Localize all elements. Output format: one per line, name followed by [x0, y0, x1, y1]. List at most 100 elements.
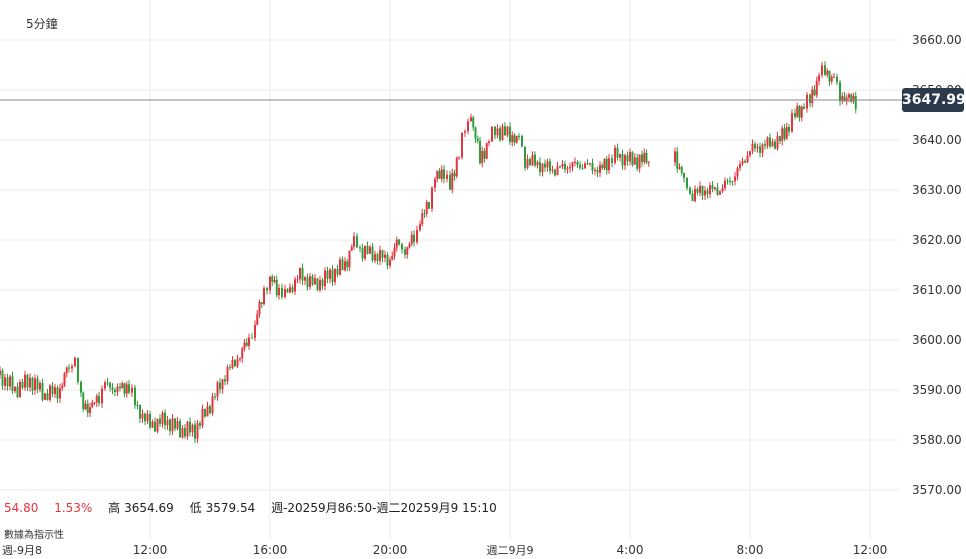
candle-body — [761, 144, 764, 153]
candle-body — [571, 162, 574, 167]
candle-body — [256, 314, 259, 325]
candle-body — [453, 173, 456, 177]
candle-body — [371, 246, 374, 261]
candle-body — [496, 128, 499, 136]
candle-body — [174, 418, 176, 429]
low-label: 低 — [189, 501, 202, 515]
candle-body — [54, 387, 56, 395]
candle-body — [491, 126, 493, 142]
candle-body — [149, 414, 151, 428]
candle-body — [594, 169, 596, 171]
candle-body — [551, 169, 554, 171]
candle-body — [467, 121, 469, 132]
candle-body — [350, 246, 353, 251]
candle-body — [629, 151, 631, 162]
candle-body — [603, 158, 606, 169]
interval-selector[interactable]: 5分鐘 — [16, 10, 68, 37]
candle-body — [766, 137, 769, 146]
candle-body — [488, 141, 490, 144]
candle-body — [245, 342, 248, 346]
candle-body — [485, 143, 488, 159]
candle-body — [774, 141, 776, 149]
candle-body — [818, 75, 820, 81]
candle-body — [34, 378, 36, 391]
candle-body — [49, 385, 51, 400]
candle-body — [56, 387, 59, 399]
x-tick-label: 20:00 — [373, 543, 408, 557]
candle-body — [455, 157, 458, 177]
candle-body — [224, 379, 226, 382]
candle-body — [221, 379, 224, 390]
candle-body — [608, 158, 610, 171]
candle-body — [114, 389, 116, 392]
y-tick-label: 3590.00 — [912, 383, 962, 397]
candle-body — [151, 421, 154, 428]
candle-body — [234, 360, 236, 367]
candle-body — [481, 150, 484, 164]
candle-body — [319, 280, 321, 291]
candle-body — [785, 127, 788, 139]
candle-body — [379, 250, 381, 261]
candle-body — [91, 402, 94, 408]
candle-body — [438, 170, 441, 179]
candle-body — [16, 386, 19, 398]
candle-body — [109, 382, 111, 388]
candle-body — [476, 138, 479, 142]
candle-body — [830, 76, 833, 82]
candle-body — [800, 106, 803, 118]
candle-body — [711, 185, 714, 189]
candle-body — [258, 301, 261, 315]
candle-body — [366, 245, 369, 254]
candle-body — [599, 165, 601, 173]
candle-body — [813, 89, 816, 96]
candle-body — [824, 65, 826, 75]
candle-body — [169, 419, 171, 432]
candle-body — [29, 377, 31, 388]
candle-body — [751, 143, 754, 152]
candle-body — [101, 388, 103, 404]
candle-body — [470, 117, 472, 122]
candle-body — [144, 413, 146, 422]
candle-body — [541, 163, 544, 173]
candle-body — [176, 421, 179, 429]
candle-body — [694, 188, 696, 202]
candle-body — [431, 187, 433, 209]
candle-body — [826, 70, 829, 75]
candle-body — [434, 179, 436, 188]
candle-body — [806, 94, 808, 109]
candle-body — [691, 193, 694, 202]
candle-body — [529, 159, 531, 166]
candle-body — [51, 385, 54, 395]
y-tick-label: 3610.00 — [912, 283, 962, 297]
candle-body — [374, 254, 376, 261]
candle-body — [266, 288, 268, 291]
candle-body — [605, 158, 608, 171]
y-tick-label: 3600.00 — [912, 333, 962, 347]
candle-body — [206, 406, 209, 417]
candle-body — [425, 202, 428, 214]
candle-body — [854, 96, 857, 109]
candle-body — [286, 289, 289, 293]
candle-body — [436, 170, 439, 180]
candle-body — [46, 393, 49, 400]
candle-body — [674, 151, 676, 163]
candle-body — [331, 269, 334, 282]
candle-body — [116, 386, 119, 392]
candle-body — [14, 386, 16, 392]
candle-body — [356, 236, 358, 248]
candle-body — [281, 287, 283, 298]
candle-body — [334, 268, 336, 282]
candle-body — [296, 279, 299, 281]
x-tick-label: 12:00 — [133, 543, 168, 557]
candle-body — [136, 405, 139, 407]
candle-body — [121, 383, 124, 389]
candle-body — [621, 154, 624, 166]
candle-body — [63, 373, 66, 386]
candle-body — [524, 146, 526, 168]
candle-body — [104, 382, 106, 389]
candle-body — [311, 276, 314, 285]
candle-body — [739, 163, 741, 169]
candle-body — [164, 412, 166, 426]
candle-body — [199, 423, 201, 426]
